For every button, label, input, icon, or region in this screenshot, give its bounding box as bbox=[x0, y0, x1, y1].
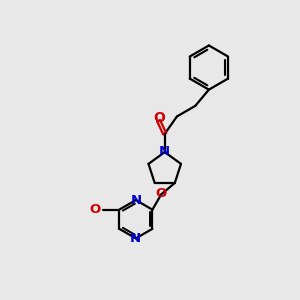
Text: O: O bbox=[89, 202, 101, 216]
Text: O: O bbox=[153, 111, 165, 125]
Text: N: N bbox=[131, 194, 142, 207]
Text: N: N bbox=[130, 232, 141, 245]
Text: O: O bbox=[155, 187, 166, 200]
Text: N: N bbox=[159, 145, 170, 158]
